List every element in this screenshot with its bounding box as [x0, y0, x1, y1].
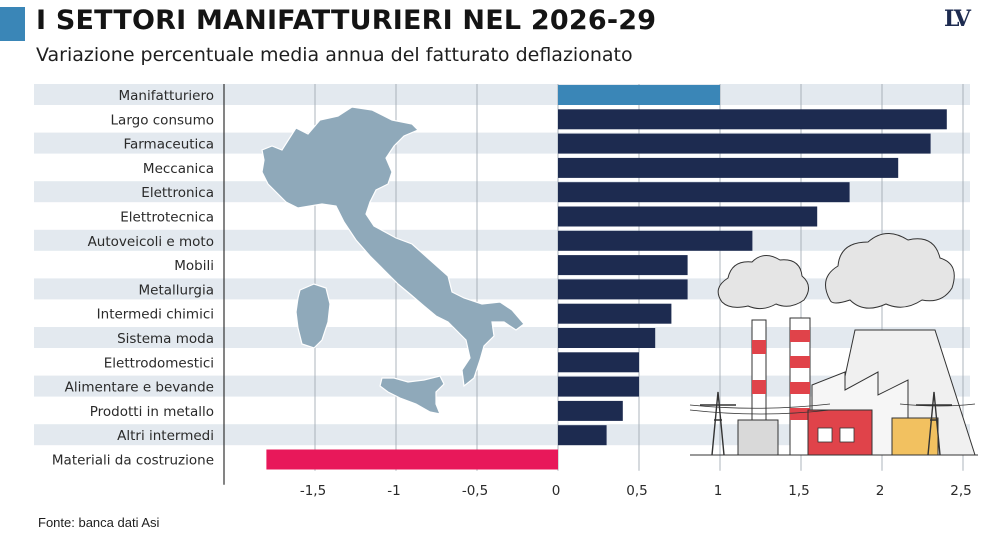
bar: [558, 352, 639, 373]
x-tick-label: -0,5: [462, 483, 488, 499]
bar: [558, 133, 931, 154]
bar: [558, 303, 672, 324]
title-accent-bar: [0, 7, 25, 41]
x-tick-label: 1,5: [788, 483, 809, 499]
x-tick-label: 0,5: [626, 483, 647, 499]
page-title: I SETTORI MANIFATTURIERI NEL 2026-29: [36, 5, 657, 36]
row-band: [34, 424, 970, 446]
bar: [558, 328, 656, 348]
category-label: Mobili: [174, 258, 214, 274]
bar: [558, 182, 850, 203]
category-labels: Manifatturiero Largo consumo Farmaceutica M…: [52, 88, 214, 469]
category-label: Autoveicoli e moto: [88, 234, 214, 250]
bar: [558, 279, 688, 300]
x-tick-label: -1: [387, 483, 400, 499]
bar: [558, 206, 818, 227]
category-label: Metallurgia: [139, 282, 214, 298]
x-tick-label: 1: [714, 483, 723, 499]
category-label: Intermedi chimici: [97, 307, 214, 323]
category-label: Elettrotecnica: [120, 210, 214, 226]
bar: [266, 449, 558, 470]
bar: [558, 109, 947, 130]
bars: [266, 85, 947, 470]
bar: [558, 376, 639, 397]
factory-illustration: [689, 233, 978, 456]
x-tick-label: 0: [552, 483, 561, 499]
page-subtitle: Variazione percentuale media annua del f…: [36, 44, 633, 66]
bar: [558, 425, 607, 446]
category-label: Altri intermedi: [117, 428, 214, 444]
bar: [558, 255, 688, 276]
row-band: [34, 375, 970, 397]
category-label: Materiali da costruzione: [52, 453, 214, 469]
italy-map: [261, 106, 525, 415]
category-label: Largo consumo: [111, 112, 214, 128]
category-label: Alimentare e bevande: [65, 380, 214, 396]
row-band: [34, 84, 970, 105]
brand-logo: LV: [944, 6, 971, 32]
category-label: Manifatturiero: [118, 88, 214, 104]
bar: [558, 400, 623, 421]
category-label: Elettrodomestici: [104, 355, 214, 371]
category-label: Sistema moda: [117, 331, 214, 347]
x-tick-label: 2: [876, 483, 885, 499]
x-tick-label: 2,5: [950, 483, 971, 499]
category-label: Elettronica: [141, 185, 214, 201]
category-label: Prodotti in metallo: [90, 404, 214, 420]
x-tick-label: -1,5: [300, 483, 326, 499]
bar: [558, 85, 720, 105]
x-axis-tick-labels: -1,5 -1 -0,5 0 0,5 1 1,5 2 2,5: [300, 483, 972, 499]
bar: [558, 230, 753, 251]
category-label: Meccanica: [143, 161, 214, 177]
category-label: Farmaceutica: [123, 137, 214, 153]
row-band: [34, 327, 970, 348]
source-note: Fonte: banca dati Asi: [38, 515, 160, 530]
bar: [558, 157, 899, 178]
